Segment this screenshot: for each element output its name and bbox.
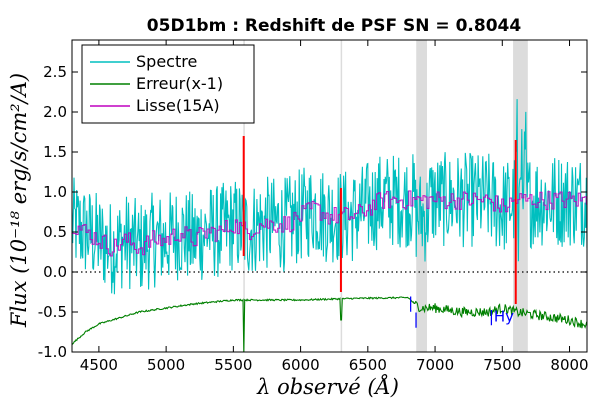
y-tick-label: 2.0 bbox=[43, 103, 67, 121]
line-annotation: | bbox=[414, 310, 419, 328]
y-tick-label: 1.5 bbox=[43, 143, 67, 161]
y-tick-label: -1.0 bbox=[38, 343, 67, 361]
legend: Spectre Erreur(x-1) Lisse(15A) bbox=[81, 44, 255, 124]
legend-label: Spectre bbox=[136, 52, 197, 71]
telluric-band bbox=[416, 40, 427, 352]
plot-frame bbox=[71, 39, 588, 353]
x-tick-label: 8000 bbox=[550, 356, 588, 374]
y-axis-label: Flux (10⁻¹⁸ erg/s/cm²/A) bbox=[7, 73, 31, 328]
y-tick-label: 1.0 bbox=[43, 183, 67, 201]
x-axis-label: λ observé (Å) bbox=[256, 374, 399, 399]
chart-title: 05D1bm : Redshift de PSF SN = 0.8044 bbox=[147, 16, 522, 36]
x-tick-label: 6500 bbox=[349, 356, 387, 374]
plot-inner: || |Hy bbox=[72, 40, 587, 352]
x-tick-label: 7500 bbox=[483, 356, 521, 374]
x-tick-label: 6000 bbox=[281, 356, 319, 374]
legend-label: Lisse(15A) bbox=[136, 96, 220, 115]
series-lisse-line bbox=[72, 190, 587, 257]
y-tick-label: 2.5 bbox=[43, 63, 67, 81]
x-tick-label: 5000 bbox=[147, 356, 185, 374]
x-tick-label: 7000 bbox=[416, 356, 454, 374]
series-spectre-line bbox=[72, 99, 587, 295]
y-tick-label: -0.5 bbox=[38, 303, 67, 321]
line-annotation: | bbox=[408, 294, 413, 312]
line-annotation: |Hy bbox=[489, 308, 514, 326]
y-tick-label: 0.0 bbox=[43, 263, 67, 281]
y-tick-label: 0.5 bbox=[43, 223, 67, 241]
plot-area: || |Hy bbox=[71, 39, 588, 353]
legend-label: Erreur(x-1) bbox=[136, 74, 223, 93]
x-axis-ticks: 4500 5000 5500 6000 6500 7000 7500 8000 bbox=[80, 40, 589, 374]
y-axis-ticks: -1.0 -0.5 0.0 0.5 1.0 1.5 2.0 2.5 bbox=[38, 63, 587, 361]
x-tick-label: 5500 bbox=[214, 356, 252, 374]
series-erreur-line bbox=[72, 296, 587, 352]
x-tick-label: 4500 bbox=[80, 356, 118, 374]
